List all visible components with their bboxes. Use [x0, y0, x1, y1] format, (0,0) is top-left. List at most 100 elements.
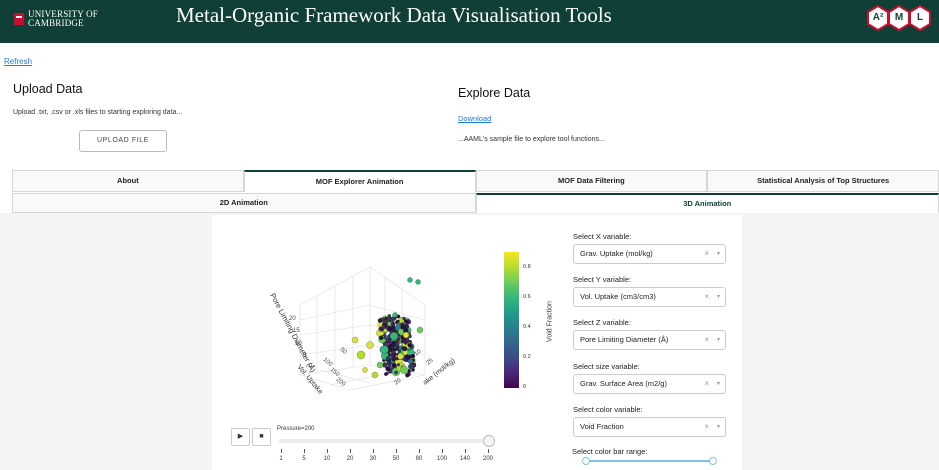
colorbar-tick: 0.2 [523, 354, 531, 360]
data-point [402, 339, 408, 345]
clear-icon[interactable]: × [704, 292, 709, 301]
tab-3d-animation[interactable]: 3D Animation [475, 193, 939, 213]
data-point [390, 352, 395, 356]
slider-tick [281, 449, 282, 453]
data-point [362, 367, 368, 373]
clear-icon[interactable]: × [704, 379, 709, 388]
data-points [351, 277, 424, 379]
logo-line1: UNIVERSITY OF [28, 9, 99, 19]
y-variable-select[interactable]: Vol. Uptake (cm3/cm3) × ▾ [573, 287, 726, 307]
slider-tick-label: 80 [415, 456, 423, 462]
badge-letter-a: A² [872, 12, 884, 23]
color-variable-label: Select color variable: [573, 405, 643, 414]
slider-tick [442, 449, 443, 453]
data-point [396, 337, 401, 342]
data-point [391, 362, 397, 368]
chevron-down-icon[interactable]: ▾ [716, 294, 720, 300]
refresh-link[interactable]: Refresh [4, 57, 33, 66]
data-point [400, 365, 409, 374]
chevron-down-icon[interactable]: ▾ [716, 251, 720, 257]
data-point [391, 340, 396, 345]
play-button[interactable]: ▶ [231, 428, 250, 446]
hexagon-icon: M [888, 5, 910, 31]
page-title: Metal-Organic Framework Data Visualisati… [176, 3, 612, 27]
colorbar-range-min-handle[interactable] [582, 457, 590, 465]
colorbar-range-slider[interactable] [585, 460, 713, 462]
chevron-down-icon[interactable]: ▾ [716, 424, 720, 430]
explore-description: ...AAML's sample file to explore tool fu… [458, 136, 605, 143]
chevron-down-icon[interactable]: ▾ [716, 381, 720, 387]
download-link[interactable]: Download [458, 114, 492, 123]
x-tick: 25 [426, 357, 435, 366]
data-point [390, 332, 399, 341]
tab-statistical-analysis[interactable]: Statistical Analysis of Top Structures [707, 170, 939, 192]
data-point [407, 342, 412, 348]
slider-tick [350, 449, 351, 453]
data-point [387, 314, 392, 318]
tab-about[interactable]: About [12, 170, 244, 192]
clear-icon[interactable]: × [704, 335, 709, 344]
data-point [392, 347, 397, 353]
slider-tick-label: 30 [369, 456, 377, 462]
data-point [366, 341, 374, 349]
data-point [397, 353, 404, 360]
data-point [390, 322, 396, 327]
size-variable-select[interactable]: Grav. Surface Area (m2/g) × ▾ [573, 374, 726, 394]
x-tick: 20 [394, 377, 403, 386]
data-point [407, 354, 412, 359]
size-variable-value: Grav. Surface Area (m2/g) [580, 379, 667, 388]
data-point [403, 319, 408, 324]
slider-tick-label: 100 [436, 456, 448, 462]
data-point [386, 317, 391, 322]
data-point [387, 363, 392, 368]
main-tabs: About MOF Explorer Animation MOF Data Fi… [12, 170, 939, 192]
x-variable-select[interactable]: Grav. Uptake (mol/kg) × ▾ [573, 244, 726, 264]
y-tick: 50 [339, 347, 348, 356]
colorbar-tick: 0 [523, 384, 527, 390]
data-point [390, 367, 394, 371]
z-tick: 0 [309, 364, 313, 370]
data-point [408, 359, 414, 365]
data-point [402, 346, 408, 352]
colorbar-range-max-handle[interactable] [709, 457, 717, 465]
data-point [392, 312, 398, 318]
app-header: UNIVERSITY OF CAMBRIDGE Metal-Organic Fr… [0, 0, 939, 43]
tab-mof-data-filtering[interactable]: MOF Data Filtering [475, 170, 708, 192]
upload-file-button[interactable]: UPLOAD FILE [79, 130, 167, 152]
aaml-logo: A² M L [867, 5, 931, 31]
slider-tick-label: 10 [323, 456, 331, 462]
explore-heading: Explore Data [458, 86, 531, 100]
pressure-slider-handle[interactable] [483, 435, 495, 447]
color-variable-select[interactable]: Void Fraction × ▾ [573, 417, 726, 437]
data-point [415, 279, 421, 285]
slider-tick-label: 50 [392, 456, 400, 462]
tab-mof-explorer-animation[interactable]: MOF Explorer Animation [243, 170, 476, 192]
y-tick: 200 [335, 377, 347, 388]
chevron-down-icon[interactable]: ▾ [716, 337, 720, 343]
slider-tick-label: 1 [279, 456, 283, 462]
clear-icon[interactable]: × [704, 249, 709, 258]
z-tick: 10 [295, 341, 302, 347]
colorbar-title: Void Fraction [546, 301, 554, 342]
data-point [384, 372, 388, 376]
scatter-3d-plot[interactable]: Pore Limiting Diameter (Å) Vol. Uptake a… [220, 225, 560, 410]
slider-tick [396, 449, 397, 453]
data-point [396, 319, 400, 324]
data-point [380, 345, 389, 354]
color-variable-value: Void Fraction [580, 422, 624, 431]
data-point [405, 324, 410, 329]
x-tick: 15 [408, 365, 417, 374]
slider-tick [373, 449, 374, 453]
stop-button[interactable]: ■ [252, 428, 271, 446]
data-point [383, 336, 387, 340]
data-point [395, 342, 400, 347]
clear-icon[interactable]: × [704, 422, 709, 431]
slider-tick [419, 449, 420, 453]
cambridge-logo: UNIVERSITY OF CAMBRIDGE [14, 10, 98, 28]
logo-line2: CAMBRIDGE [28, 18, 84, 28]
z-variable-select[interactable]: Pore Limiting Diameter (Å) × ▾ [573, 330, 726, 350]
sub-tabs: 2D Animation 3D Animation [12, 193, 939, 213]
pressure-slider-track[interactable] [279, 439, 489, 443]
tab-2d-animation[interactable]: 2D Animation [12, 193, 476, 213]
data-point [416, 326, 424, 334]
